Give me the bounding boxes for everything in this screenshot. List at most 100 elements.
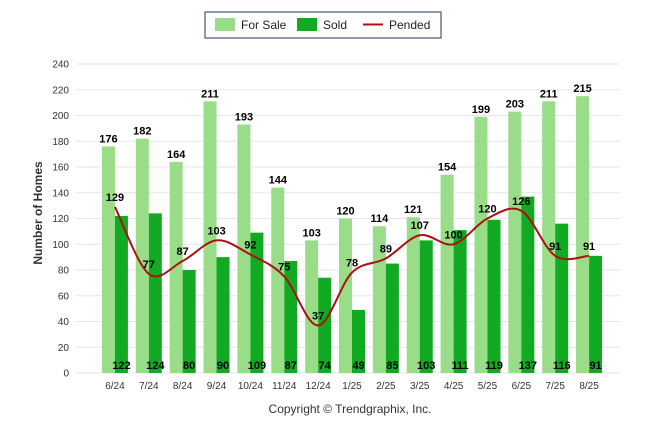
copyright-footer: Copyright © Trendgraphix, Inc.: [269, 402, 432, 416]
data-label-pended: 100: [444, 229, 462, 241]
data-label-pended: 120: [478, 204, 496, 216]
data-label-sold: 91: [589, 360, 601, 372]
y-tick-label: 0: [63, 369, 69, 380]
data-label-for-sale: 154: [438, 162, 457, 174]
data-label-pended: 87: [177, 246, 189, 258]
data-label-pended: 78: [346, 258, 358, 270]
data-label-pended: 75: [278, 261, 290, 273]
data-label-sold: 111: [452, 360, 469, 372]
x-tick-label: 4/25: [444, 381, 464, 392]
data-label-sold: 80: [183, 360, 195, 372]
y-tick-label: 140: [52, 188, 69, 199]
bar-for-sale: [339, 218, 352, 373]
x-tick-label: 12/24: [306, 381, 331, 392]
y-tick-label: 40: [58, 317, 70, 328]
data-label-for-sale: 164: [167, 149, 186, 161]
bar-sold: [419, 240, 433, 373]
data-label-for-sale: 182: [133, 126, 151, 138]
y-tick-label: 220: [52, 85, 69, 96]
bar-for-sale: [237, 124, 251, 373]
y-tick-label: 20: [58, 343, 70, 354]
y-tick-label: 180: [52, 137, 69, 148]
data-label-for-sale: 211: [201, 88, 219, 100]
data-label-for-sale: 215: [573, 83, 591, 95]
x-tick-label: 9/24: [207, 381, 227, 392]
y-tick-label: 240: [52, 60, 69, 71]
data-label-pended: 103: [207, 225, 225, 237]
bar-sold: [182, 270, 196, 373]
data-label-sold: 74: [319, 360, 332, 372]
bar-sold: [250, 232, 264, 373]
bar-sold: [284, 260, 298, 373]
data-label-for-sale: 120: [336, 206, 354, 218]
bar-for-sale: [474, 116, 488, 373]
x-axis-ticks: 6/24 7/24 8/24 9/24 10/24 11/24 12/24 1/25 2/25 3…: [105, 381, 599, 392]
y-tick-label: 100: [52, 240, 69, 251]
pended-line: [114, 206, 590, 327]
bar-for-sale: [576, 96, 590, 373]
data-label-for-sale: 114: [370, 213, 389, 225]
x-tick-label: 6/25: [512, 381, 532, 392]
data-label-for-sale: 121: [404, 204, 422, 216]
data-label-pended: 91: [549, 241, 561, 253]
x-tick-label: 6/24: [105, 381, 125, 392]
legend-swatch-sold: [297, 18, 317, 31]
y-tick-label: 80: [58, 266, 70, 277]
x-tick-label: 7/25: [545, 381, 565, 392]
data-label-pended: 92: [244, 240, 256, 252]
bar-sold: [148, 213, 162, 373]
bar-sold: [216, 257, 230, 373]
data-label-pended: 37: [312, 310, 324, 322]
data-label-pended: 107: [411, 220, 429, 232]
data-label-sold: 116: [553, 360, 571, 372]
data-label-sold: 122: [112, 360, 130, 372]
bars: [101, 96, 603, 374]
bar-for-sale: [203, 101, 217, 374]
bar-sold: [114, 215, 128, 373]
data-label-sold: 85: [386, 360, 398, 372]
data-label-for-sale: 144: [269, 175, 288, 187]
x-tick-label: 8/24: [173, 381, 193, 392]
x-tick-label: 5/25: [478, 381, 498, 392]
x-tick-label: 2/25: [376, 381, 396, 392]
data-label-pended: 77: [143, 259, 155, 271]
legend-label-for-sale: For Sale: [241, 18, 287, 32]
x-tick-label: 11/24: [272, 381, 297, 392]
y-tick-label: 160: [52, 163, 69, 174]
data-label-sold: 103: [417, 360, 435, 372]
bar-sold: [352, 309, 365, 373]
data-label-for-sale: 176: [99, 133, 117, 145]
x-tick-label: 1/25: [342, 381, 362, 392]
data-label-pended: 126: [512, 196, 530, 208]
bar-for-sale: [508, 111, 522, 373]
legend-label-sold: Sold: [323, 18, 347, 32]
bar-sold: [555, 223, 569, 373]
data-labels: 176 122 182 124 164 80 211 90 193 109 144 87 103 74 12…: [99, 83, 601, 372]
data-label-for-sale: 203: [506, 99, 524, 111]
legend-box: [204, 11, 442, 39]
bar-sold: [589, 255, 603, 373]
data-label-pended: 91: [583, 241, 595, 253]
legend-label-pended: Pended: [389, 18, 430, 32]
y-axis-title: Number of Homes: [31, 161, 45, 265]
data-label-sold: 124: [146, 360, 165, 372]
data-label-pended: 89: [380, 243, 392, 255]
bar-sold: [318, 277, 332, 373]
legend-swatch-for-sale: [215, 18, 235, 31]
x-tick-label: 8/25: [579, 381, 599, 392]
data-label-pended: 129: [106, 192, 124, 204]
data-label-sold: 137: [519, 360, 537, 372]
y-tick-label: 120: [52, 214, 69, 225]
data-label-for-sale: 211: [540, 88, 558, 100]
data-label-sold: 87: [285, 360, 297, 372]
data-label-sold: 119: [485, 360, 503, 372]
bar-for-sale: [271, 187, 285, 373]
data-label-sold: 90: [217, 360, 229, 372]
y-tick-label: 60: [58, 291, 70, 302]
x-tick-label: 7/24: [139, 381, 159, 392]
bar-for-sale: [135, 138, 149, 373]
data-label-for-sale: 193: [235, 112, 253, 124]
y-axis-ticks: 0 20 40 60 80 100 120 140 160 180 200 220 240: [52, 60, 69, 380]
pended-series-line: [114, 206, 590, 327]
